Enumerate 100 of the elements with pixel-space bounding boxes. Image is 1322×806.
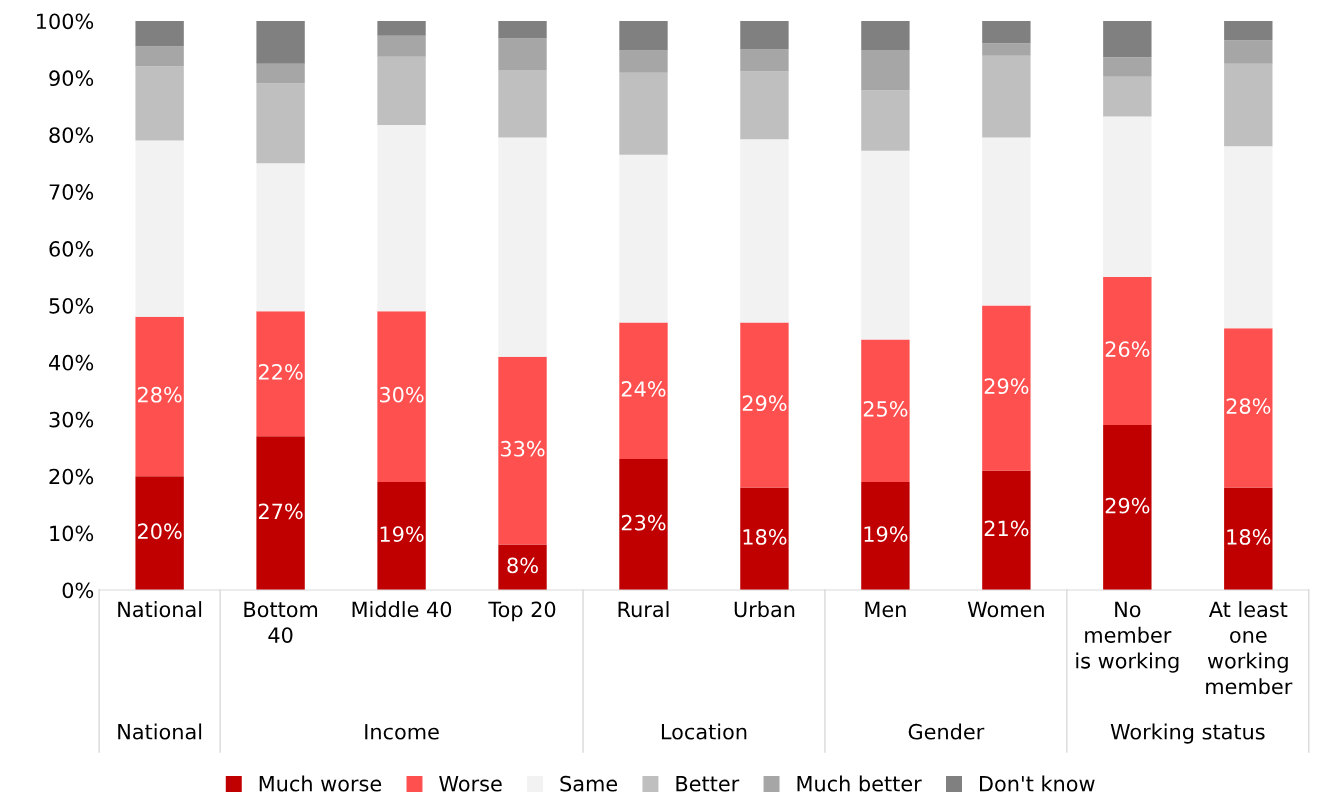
bar bbox=[982, 305, 1031, 471]
bar bbox=[740, 139, 789, 323]
bar bbox=[619, 50, 668, 73]
data-label: 29% bbox=[1105, 497, 1150, 514]
y-tick-label: 20% bbox=[49, 468, 94, 485]
data-label: 8% bbox=[507, 557, 538, 574]
bar bbox=[861, 90, 910, 151]
data-label: 21% bbox=[984, 520, 1029, 537]
data-label: 26% bbox=[1105, 341, 1150, 358]
bar bbox=[1224, 146, 1273, 329]
bar bbox=[498, 137, 547, 357]
text: Income bbox=[365, 724, 439, 740]
data-label: 22% bbox=[258, 364, 303, 380]
bar bbox=[740, 20, 789, 50]
bar bbox=[619, 322, 668, 460]
bar bbox=[377, 20, 426, 36]
bar bbox=[619, 459, 668, 590]
legend-label: Much worse bbox=[259, 775, 382, 792]
bar bbox=[1103, 424, 1152, 590]
bar bbox=[982, 20, 1031, 44]
bar bbox=[740, 71, 789, 140]
y-tick-label: 100% bbox=[37, 13, 94, 30]
bar bbox=[861, 339, 910, 482]
bar bbox=[982, 55, 1031, 138]
bar bbox=[498, 38, 547, 70]
x-tick-label: At least one working member bbox=[1206, 601, 1293, 695]
bar bbox=[498, 69, 547, 138]
bar bbox=[498, 356, 547, 545]
bar bbox=[982, 470, 1031, 590]
bar bbox=[982, 43, 1031, 56]
data-label: 28% bbox=[1226, 398, 1271, 414]
bar bbox=[619, 72, 668, 155]
bar bbox=[377, 35, 426, 57]
legend-label: Better bbox=[676, 776, 740, 792]
x-tick-label: National bbox=[118, 601, 202, 618]
bar bbox=[135, 140, 184, 317]
data-label: 18% bbox=[1227, 529, 1271, 545]
bar bbox=[861, 481, 910, 590]
legend-label: Don't know bbox=[980, 775, 1095, 792]
text: Location bbox=[661, 723, 747, 740]
bar bbox=[861, 20, 910, 50]
x-tick-label: Middle 40 bbox=[352, 601, 452, 618]
text: National bbox=[118, 723, 202, 740]
bar bbox=[1224, 63, 1273, 147]
bar bbox=[861, 49, 910, 91]
bar bbox=[256, 163, 305, 312]
bar bbox=[1103, 20, 1152, 58]
data-label: 25% bbox=[863, 401, 908, 417]
y-tick-label: 90% bbox=[49, 70, 94, 87]
x-tick-label: Bottom 40 bbox=[244, 601, 318, 643]
bar bbox=[498, 544, 547, 590]
bar bbox=[135, 66, 184, 141]
data-label: 30% bbox=[379, 386, 424, 403]
y-tick-label: 80% bbox=[49, 127, 94, 143]
x-tick-label: Urban bbox=[734, 601, 795, 618]
y-tick-label: 50% bbox=[49, 297, 94, 314]
bar bbox=[740, 322, 789, 488]
bar bbox=[740, 487, 789, 590]
bar bbox=[256, 436, 305, 590]
legend-label: Same bbox=[560, 775, 618, 792]
text: Gender bbox=[908, 723, 985, 740]
bar bbox=[135, 476, 184, 590]
bar bbox=[135, 46, 184, 67]
bar bbox=[498, 20, 547, 39]
y-tick-label: 30% bbox=[49, 411, 94, 428]
bar bbox=[256, 63, 305, 84]
x-tick-label: Rural bbox=[618, 601, 669, 618]
bar bbox=[1224, 328, 1273, 488]
text: Working status bbox=[1110, 723, 1265, 744]
y-tick-label: 60% bbox=[49, 241, 94, 257]
y-tick-label: 0% bbox=[62, 582, 94, 599]
bar bbox=[1103, 277, 1152, 425]
bar bbox=[377, 56, 426, 126]
data-label: 19% bbox=[380, 526, 424, 542]
data-label: 27% bbox=[258, 503, 303, 520]
y-tick-label: 40% bbox=[49, 354, 94, 371]
bar bbox=[861, 150, 910, 340]
bar bbox=[377, 481, 426, 590]
bar bbox=[1224, 40, 1273, 64]
data-label: 33% bbox=[500, 440, 545, 457]
bar bbox=[1103, 57, 1152, 77]
bar bbox=[256, 311, 305, 437]
bar bbox=[377, 125, 426, 312]
bar bbox=[135, 20, 184, 47]
data-label: 19% bbox=[864, 526, 908, 542]
y-tick-label: 70% bbox=[49, 184, 94, 200]
bar bbox=[135, 316, 184, 477]
x-tick-label: Women bbox=[967, 601, 1044, 618]
x-tick-label: Top 20 bbox=[488, 601, 556, 622]
bar bbox=[1224, 20, 1273, 41]
bar bbox=[740, 49, 789, 72]
bar bbox=[1103, 116, 1152, 278]
data-label: 29% bbox=[742, 395, 787, 412]
legend-label: Much better bbox=[797, 775, 922, 792]
bar bbox=[619, 154, 668, 323]
data-label: 18% bbox=[743, 529, 787, 545]
data-label: 20% bbox=[138, 523, 182, 540]
data-label: 24% bbox=[621, 381, 666, 397]
bar bbox=[982, 137, 1031, 306]
bar bbox=[1224, 487, 1273, 590]
